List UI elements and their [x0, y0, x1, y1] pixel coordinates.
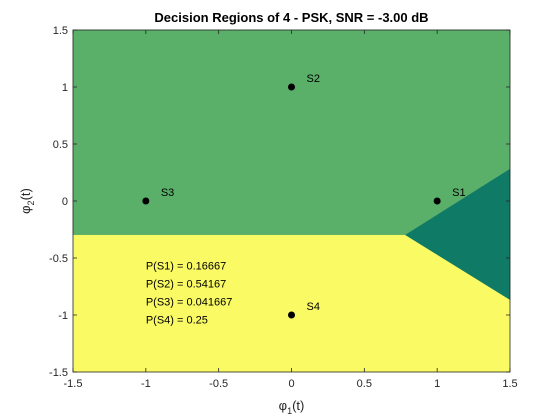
decision-regions [72, 29, 511, 373]
x-tick-label: 1 [434, 378, 440, 390]
x-tick-label: -1 [141, 378, 151, 390]
chart-title: Decision Regions of 4 - PSK, SNR = -3.00… [154, 10, 428, 25]
probability-annotation: P(S4) = 0.25 [146, 314, 208, 326]
point-s1 [433, 197, 441, 205]
axis-ticks: -1.5 -1 -0.5 0 0.5 1 1.5 -1.5 -1 -0.5 0 0.5 1 1.5 [49, 25, 518, 390]
y-axis-label-sub: 2 [26, 200, 36, 205]
point-s4 [288, 311, 295, 319]
probability-annotation: P(S2) = 0.54167 [146, 278, 226, 290]
constellation-points: S1 S2 S3 S4 [142, 73, 466, 319]
x-axis-label-sub: 1 [287, 406, 292, 416]
y-axis-label-base: φ [18, 205, 33, 213]
y-axis-label-suffix: (t) [18, 188, 33, 200]
point-s2 [288, 83, 295, 91]
point-label-s3: S3 [161, 187, 174, 199]
probability-annotations: P(S1) = 0.16667 P(S2) = 0.54167 P(S3) = 0.… [146, 260, 233, 326]
point-label-s1: S1 [452, 187, 465, 199]
decision-region-1 [72, 29, 511, 236]
x-axis-label: φ1(t) [279, 398, 305, 416]
y-tick-label: -0.5 [49, 253, 68, 265]
point-s3 [142, 197, 150, 205]
y-axis-label: φ2(t) [18, 188, 36, 214]
y-tick-label: 0.5 [53, 139, 68, 151]
y-tick-label: 1.5 [53, 25, 68, 37]
probability-annotation: P(S3) = 0.041667 [146, 296, 233, 308]
x-tick-label: 1.5 [502, 378, 517, 390]
point-label-s2: S2 [307, 73, 320, 85]
x-tick-label: -0.5 [209, 378, 228, 390]
y-tick-label: 0 [62, 196, 68, 208]
y-tick-label: -1.5 [49, 367, 68, 379]
y-tick-label: -1 [58, 310, 68, 322]
x-tick-label: 0 [288, 378, 294, 390]
y-tick-label: 1 [62, 82, 68, 94]
x-tick-label: 0.5 [357, 378, 372, 390]
x-tick-label: -1.5 [64, 378, 83, 390]
probability-annotation: P(S1) = 0.16667 [146, 260, 226, 272]
x-axis-label-base: φ [279, 398, 287, 413]
x-axis-label-suffix: (t) [292, 398, 304, 413]
point-label-s4: S4 [307, 301, 320, 313]
